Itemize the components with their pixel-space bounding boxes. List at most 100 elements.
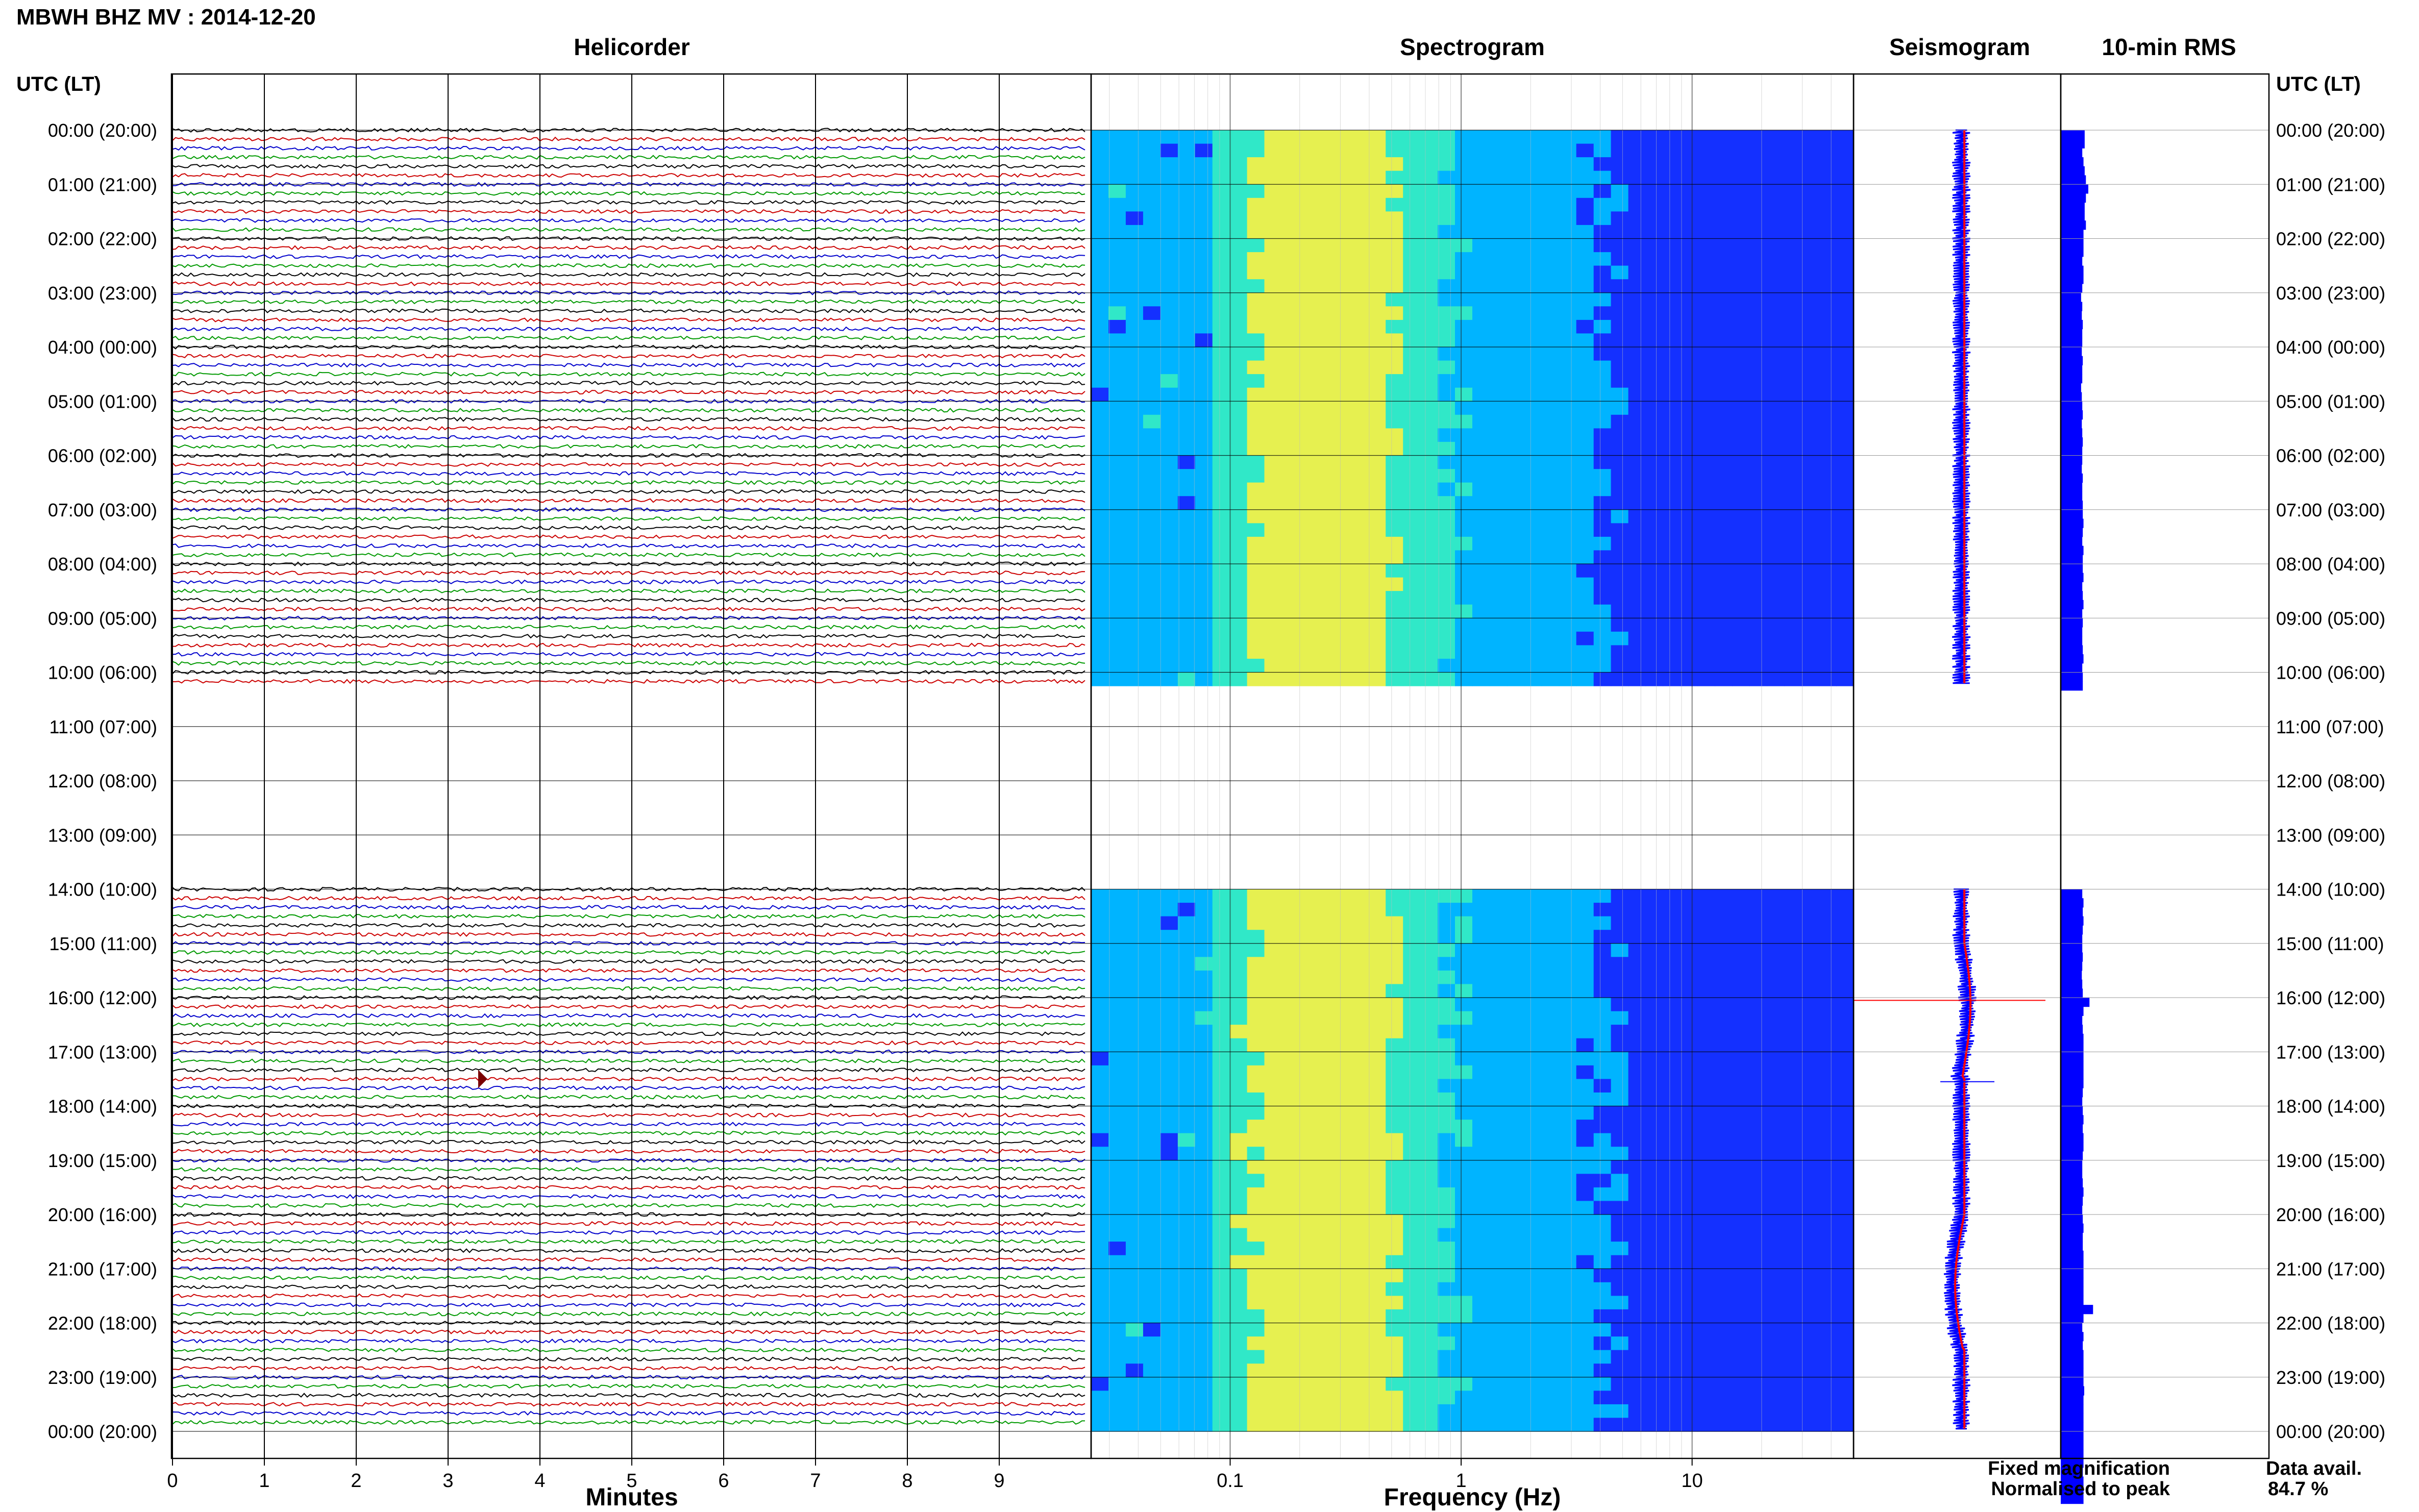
- spectrogram-cell: [1784, 658, 1802, 673]
- spectrogram-cell: [1125, 536, 1144, 551]
- spectrogram-cell: [1334, 1350, 1351, 1364]
- spectrogram-cell: [1212, 360, 1230, 375]
- spectrogram-cell: [1697, 1174, 1715, 1188]
- spectrogram-cell: [1541, 889, 1560, 903]
- spectrogram-cell: [1247, 184, 1265, 199]
- spectrogram-cell: [1281, 170, 1300, 185]
- spectrogram-cell: [1749, 591, 1767, 605]
- spectrogram-cell: [1386, 618, 1403, 632]
- spectrogram-cell: [1125, 1269, 1144, 1283]
- hour-label-right: 03:00 (23:00): [2276, 283, 2385, 304]
- spectrogram-cell: [1212, 157, 1230, 171]
- spectrogram-cell: [1229, 482, 1248, 497]
- spectrogram-cell: [1732, 319, 1750, 334]
- spectrogram-cell: [1749, 604, 1767, 618]
- spectrogram-cell: [1628, 618, 1646, 632]
- spectrogram-cell: [1455, 916, 1473, 930]
- spectrogram-cell: [1334, 292, 1351, 307]
- rms-bar: [2061, 1395, 2084, 1405]
- spectrogram-cell: [1732, 1228, 1750, 1242]
- spectrogram-cell: [1559, 998, 1577, 1012]
- spectrogram-cell: [1108, 319, 1126, 334]
- hour-gridlines: [172, 74, 2269, 1458]
- spectrogram-cell: [1108, 631, 1126, 646]
- spectrogram-cell: [1524, 374, 1542, 388]
- spectrogram-cell: [1663, 130, 1681, 144]
- spectrogram-cell: [1663, 645, 1681, 659]
- spectrogram-cell: [1316, 347, 1334, 361]
- spectrogram-cell: [1281, 333, 1300, 348]
- spectrogram-cell: [1628, 930, 1646, 944]
- spectrogram-cell: [1541, 441, 1560, 456]
- rms-bar: [2061, 536, 2083, 547]
- spectrogram-cell: [1455, 564, 1473, 578]
- spectrogram-cell: [1351, 401, 1369, 415]
- spectrogram-cell: [1645, 1187, 1664, 1202]
- spectrogram-cell: [1541, 252, 1560, 266]
- spectrogram-cell: [1749, 1309, 1767, 1324]
- spectrogram-cell: [1455, 1187, 1473, 1202]
- spectrogram-cell: [1212, 970, 1230, 985]
- spectrogram-cell: [1559, 211, 1577, 226]
- spectrogram-cell: [1472, 496, 1490, 510]
- spectrogram-cell: [1264, 536, 1282, 551]
- spectrogram-cell: [1368, 374, 1386, 388]
- spectrogram-cell: [1784, 374, 1802, 388]
- hour-label-left: 00:00 (20:00): [48, 120, 157, 141]
- spectrogram-cell: [1264, 509, 1282, 524]
- spectrogram-cell: [1611, 1052, 1629, 1066]
- spectrogram-cell: [1628, 577, 1646, 591]
- spectrogram-cell: [1541, 1255, 1560, 1269]
- helicorder-trace: [172, 1410, 1085, 1416]
- spectrogram-cell: [1264, 1092, 1282, 1107]
- spectrogram-cell: [1524, 333, 1542, 348]
- spectrogram-cell: [1680, 401, 1698, 415]
- spectrogram-cell: [1143, 1025, 1161, 1039]
- spectrogram-cell: [1524, 1282, 1542, 1296]
- helicorder-trace: [172, 1130, 1085, 1136]
- helicorder-trace: [172, 1293, 1085, 1298]
- spectrogram-cell: [1264, 984, 1282, 998]
- spectrogram-cell: [1229, 469, 1248, 483]
- spectrogram-cell: [1715, 333, 1733, 348]
- spectrogram-cell: [1559, 1214, 1577, 1229]
- spectrogram-cell: [1680, 225, 1698, 239]
- helicorder-trace: [172, 480, 1085, 485]
- axis-ticks: 0 1 2 3 4 5 6 7 8 9 0.1 1 10: [167, 1458, 1703, 1492]
- spectrogram-cell: [1229, 1242, 1248, 1256]
- spectrogram-cell: [1368, 1079, 1386, 1093]
- spectrogram-cell: [1593, 143, 1612, 158]
- spectrogram-cell: [1732, 618, 1750, 632]
- helicorder-trace: [172, 543, 1085, 549]
- spectrogram-cell: [1749, 360, 1767, 375]
- spectrogram-cell: [1177, 509, 1196, 524]
- spectrogram-cell: [1784, 441, 1802, 456]
- spectrogram-cell: [1177, 455, 1196, 469]
- spectrogram-cell: [1715, 1309, 1733, 1324]
- spectrogram-cell: [1715, 930, 1733, 944]
- spectrogram-cell: [1334, 455, 1351, 469]
- hour-label-left: 04:00 (00:00): [48, 337, 157, 358]
- spectrogram-cell: [1229, 401, 1248, 415]
- helicorder-trace: [172, 200, 1085, 205]
- spectrogram-cell: [1368, 333, 1386, 348]
- spectrogram-cell: [1108, 1092, 1126, 1107]
- spectrogram-cell: [1177, 1038, 1196, 1052]
- spectrogram-cell: [1091, 1120, 1109, 1134]
- spectrogram-cell: [1403, 238, 1421, 253]
- rms-bar: [2061, 1359, 2084, 1369]
- spectrogram-cell: [1334, 1228, 1351, 1242]
- hour-labels: 00:00 (20:00) 00:00 (20:00)01:00 (21:00) 0…: [48, 120, 2385, 1442]
- spectrogram-cell: [1507, 401, 1525, 415]
- spectrogram-cell: [1299, 374, 1317, 388]
- spectrogram-cell: [1593, 1025, 1612, 1039]
- spectrogram-cell: [1195, 469, 1213, 483]
- spectrogram-cell: [1108, 604, 1126, 618]
- spectrogram-cell: [1125, 441, 1144, 456]
- spectrogram-cell: [1697, 631, 1715, 646]
- spectrogram-cell: [1420, 1214, 1438, 1229]
- spectrogram-cell: [1784, 1025, 1802, 1039]
- spectrogram-cell: [1715, 645, 1733, 659]
- spectrogram-cell: [1351, 604, 1369, 618]
- spectrogram-cell: [1177, 1106, 1196, 1120]
